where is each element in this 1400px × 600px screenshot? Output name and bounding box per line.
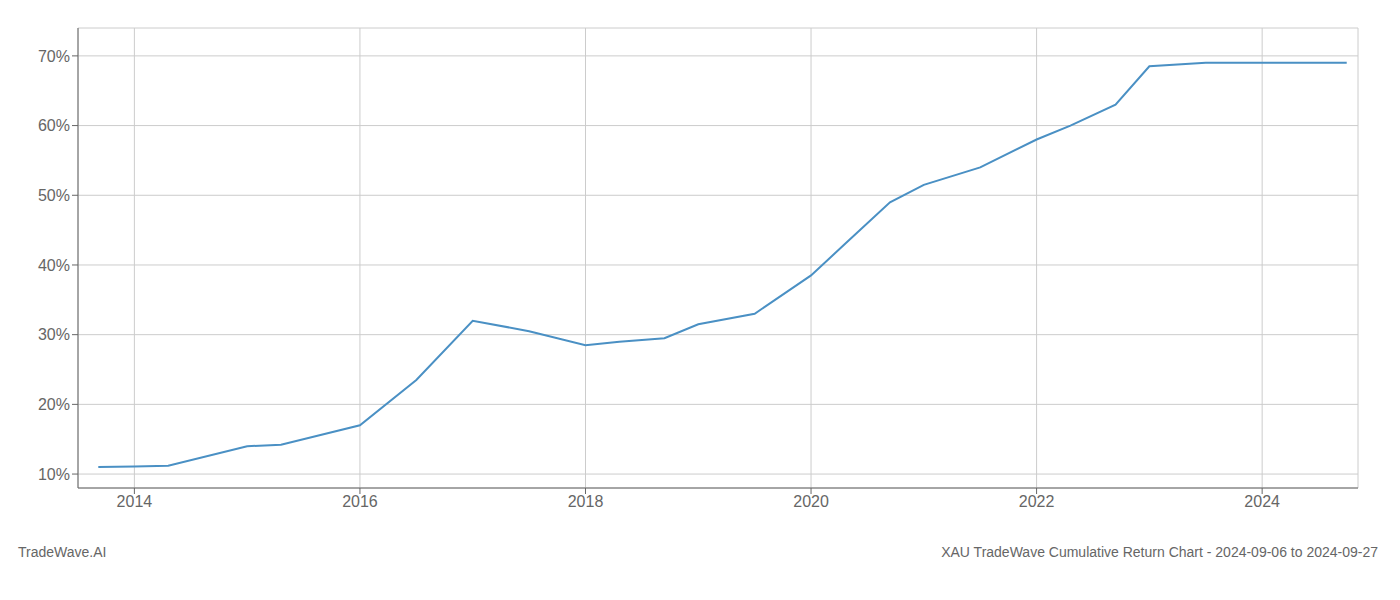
svg-text:2022: 2022 [1019,493,1055,510]
svg-text:60%: 60% [38,117,70,134]
svg-text:2024: 2024 [1244,493,1280,510]
svg-text:2020: 2020 [793,493,829,510]
svg-text:2018: 2018 [568,493,604,510]
html-text:XAU TradeWave Cumulative Retur: XAU TradeWave Cumulative Return Chart - … [941,544,1378,560]
svg-text:2014: 2014 [117,493,153,510]
svg-text:50%: 50% [38,187,70,204]
svg-text:30%: 30% [38,326,70,343]
svg-text:40%: 40% [38,257,70,274]
svg-text:20%: 20% [38,396,70,413]
svg-text:10%: 10% [38,466,70,483]
svg-text:70%: 70% [38,48,70,65]
svg-text:2016: 2016 [342,493,378,510]
html-text:TradeWave.AI: TradeWave.AI [18,544,107,560]
